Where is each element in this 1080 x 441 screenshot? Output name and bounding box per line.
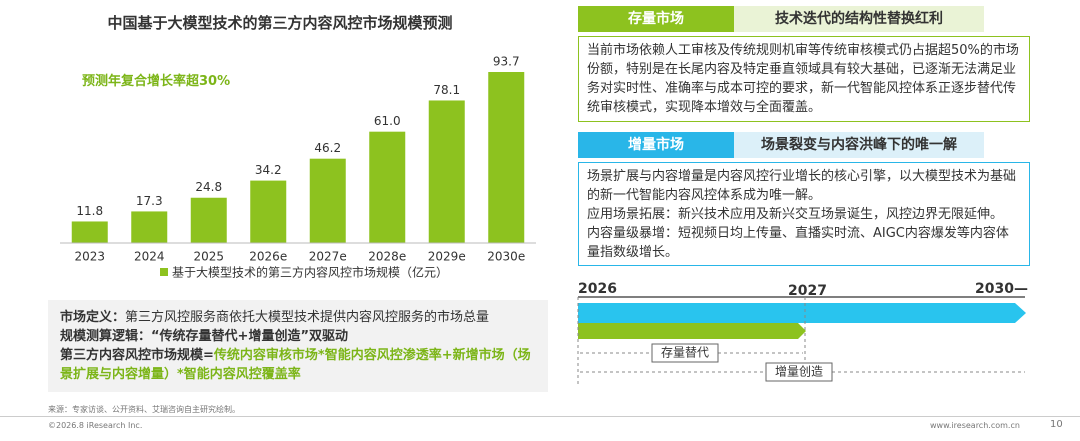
x-tick-label: 2026e — [249, 250, 287, 264]
definition-line: 规模测算逻辑：“传统存量替代+增量创造”双驱动 — [60, 327, 536, 346]
panel-heading: 场景裂变与内容洪峰下的唯一解 — [734, 132, 984, 158]
value-label: 61.0 — [374, 114, 401, 128]
timeline-year: 2027 — [788, 283, 827, 299]
bar — [71, 221, 108, 243]
x-tick-label: 2027e — [309, 250, 347, 264]
legend-swatch — [160, 268, 168, 276]
value-label: 17.3 — [136, 194, 163, 208]
panel-body: 场景扩展与内容增量是内容风控行业增长的核心引擎，以大模型技术为基础的新一代智能内… — [578, 162, 1030, 266]
timeline: 2026 2027 2030— 存量替代 增量创造 — [577, 281, 1028, 385]
x-tick-label: 2025 — [193, 250, 224, 264]
value-label: 24.8 — [195, 180, 222, 194]
definition-box: 市场定义：第三方风控服务商依托大模型技术提供内容风控服务的市场总量 规模测算逻辑：… — [48, 300, 548, 392]
copyright: ©2026.8 iResearch Inc. — [48, 421, 143, 430]
definition-line: 第三方内容风控市场规模=传统内容审核市场*智能内容风控渗透率+新增市场（场景扩展… — [60, 346, 536, 384]
source: 来源：专家访谈、公开资料、艾瑞咨询自主研究绘制。 — [48, 405, 240, 414]
value-label: 11.8 — [76, 204, 103, 218]
bar — [131, 211, 168, 243]
value-label: 78.1 — [433, 83, 460, 97]
x-tick-label: 2029e — [428, 250, 466, 264]
phase-box — [765, 362, 833, 382]
timeline-year: 2026 — [578, 281, 617, 297]
phase-label: 存量替代 — [661, 346, 709, 360]
panel-body: 当前市场依赖人工审核及传统规则机审等传统审核模式仍占据超50%的市场份额，特别是… — [578, 36, 1030, 122]
x-tick-label: 2023 — [74, 250, 105, 264]
chart-area: 中国基于大模型技术的第三方内容风控市场规模预测 预测年复合增长率超30% 11.… — [0, 0, 560, 300]
definition-line: 市场定义：第三方风控服务商依托大模型技术提供内容风控服务的市场总量 — [60, 308, 536, 327]
panel-heading: 技术迭代的结构性替换红利 — [734, 6, 984, 32]
x-tick-label: 2028e — [368, 250, 406, 264]
definition-label: 市场定义： — [60, 310, 126, 325]
value-label: 34.2 — [255, 163, 282, 177]
definition-text: 传统内容审核市场*智能内容风控渗透率+新增市场（场景扩展与内容增量）*智能内容风… — [60, 348, 531, 382]
bar — [190, 197, 227, 243]
phase-arrow — [578, 303, 1026, 323]
phase-arrow — [578, 323, 806, 339]
phase-label: 增量创造 — [775, 365, 823, 379]
panel-paragraph: 场景扩展与内容增量是内容风控行业增长的核心引擎，以大模型技术为基础的新一代智能内… — [587, 169, 1017, 203]
bar — [488, 72, 525, 243]
bar — [309, 158, 346, 243]
definition-text: 第三方风控服务商依托大模型技术提供内容风控服务的市场总量 — [125, 310, 490, 325]
bar — [428, 100, 465, 244]
x-tick-label: 2030e — [487, 250, 525, 264]
bar — [369, 131, 406, 243]
definition-label: 第三方内容风控市场规模= — [60, 348, 214, 363]
x-tick-label: 2024 — [134, 250, 165, 264]
timeline-year: 2030— — [975, 281, 1028, 297]
bar — [250, 180, 287, 243]
legend-label: 基于大模型技术的第三方内容风控市场规模（亿元） — [172, 265, 448, 280]
annotation: 预测年复合增长率超30% — [82, 74, 231, 89]
value-label: 46.2 — [314, 141, 341, 155]
website: www.iresearch.com.cn — [930, 421, 1020, 430]
definition-label: 规模测算逻辑： — [60, 329, 152, 344]
panel-tag: 增量市场 — [578, 132, 734, 158]
footer-rule — [0, 416, 1080, 417]
value-label: 93.7 — [493, 55, 520, 69]
page-number: 10 — [1050, 419, 1063, 430]
phase-box — [651, 343, 719, 363]
definition-text: “传统存量替代+增量创造”双驱动 — [151, 329, 348, 344]
panel-paragraph: 应用场景拓展：新兴技术应用及新兴交互场景诞生，风控边界无限延伸。 — [587, 207, 1004, 222]
panel-tag: 存量市场 — [578, 6, 734, 32]
panel-paragraph: 内容量级暴增：短视频日均上传量、直播实时流、AIGC内容爆发等内容体量指数级增长… — [587, 226, 1009, 260]
chart-title: 中国基于大模型技术的第三方内容风控市场规模预测 — [107, 14, 453, 32]
panel-paragraph: 当前市场依赖人工审核及传统规则机审等传统审核模式仍占据超50%的市场份额，特别是… — [587, 43, 1019, 115]
chart: 11.8 2023 17.3 2024 24.8 2025 34.2 2026e 46.2 202… — [60, 55, 536, 280]
